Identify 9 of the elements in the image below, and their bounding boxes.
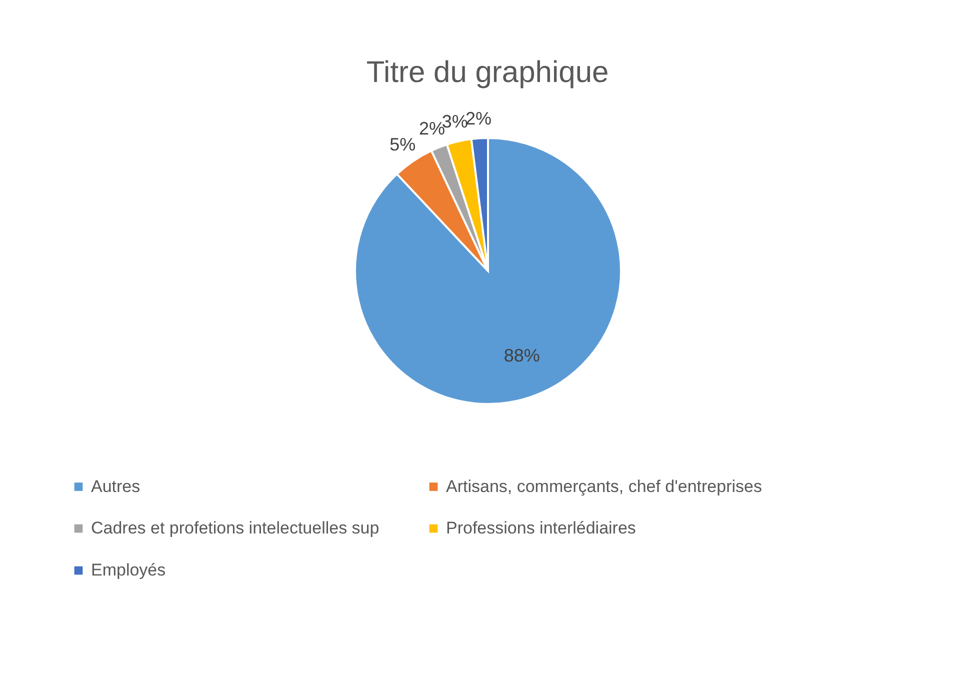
legend-label: Artisans, commerçants, chef d'entreprises <box>446 476 762 496</box>
legend-label: Professions interlédiaires <box>446 518 636 538</box>
pie-slice <box>354 137 622 405</box>
data-label: 88% <box>504 346 540 366</box>
chart-title: Titre du graphique <box>366 56 609 89</box>
legend-label: Employés <box>91 560 166 580</box>
data-label: 5% <box>390 134 416 154</box>
legend-label: Cadres et profetions intelectuelles sup <box>91 518 380 538</box>
legend-label: Autres <box>91 476 140 496</box>
